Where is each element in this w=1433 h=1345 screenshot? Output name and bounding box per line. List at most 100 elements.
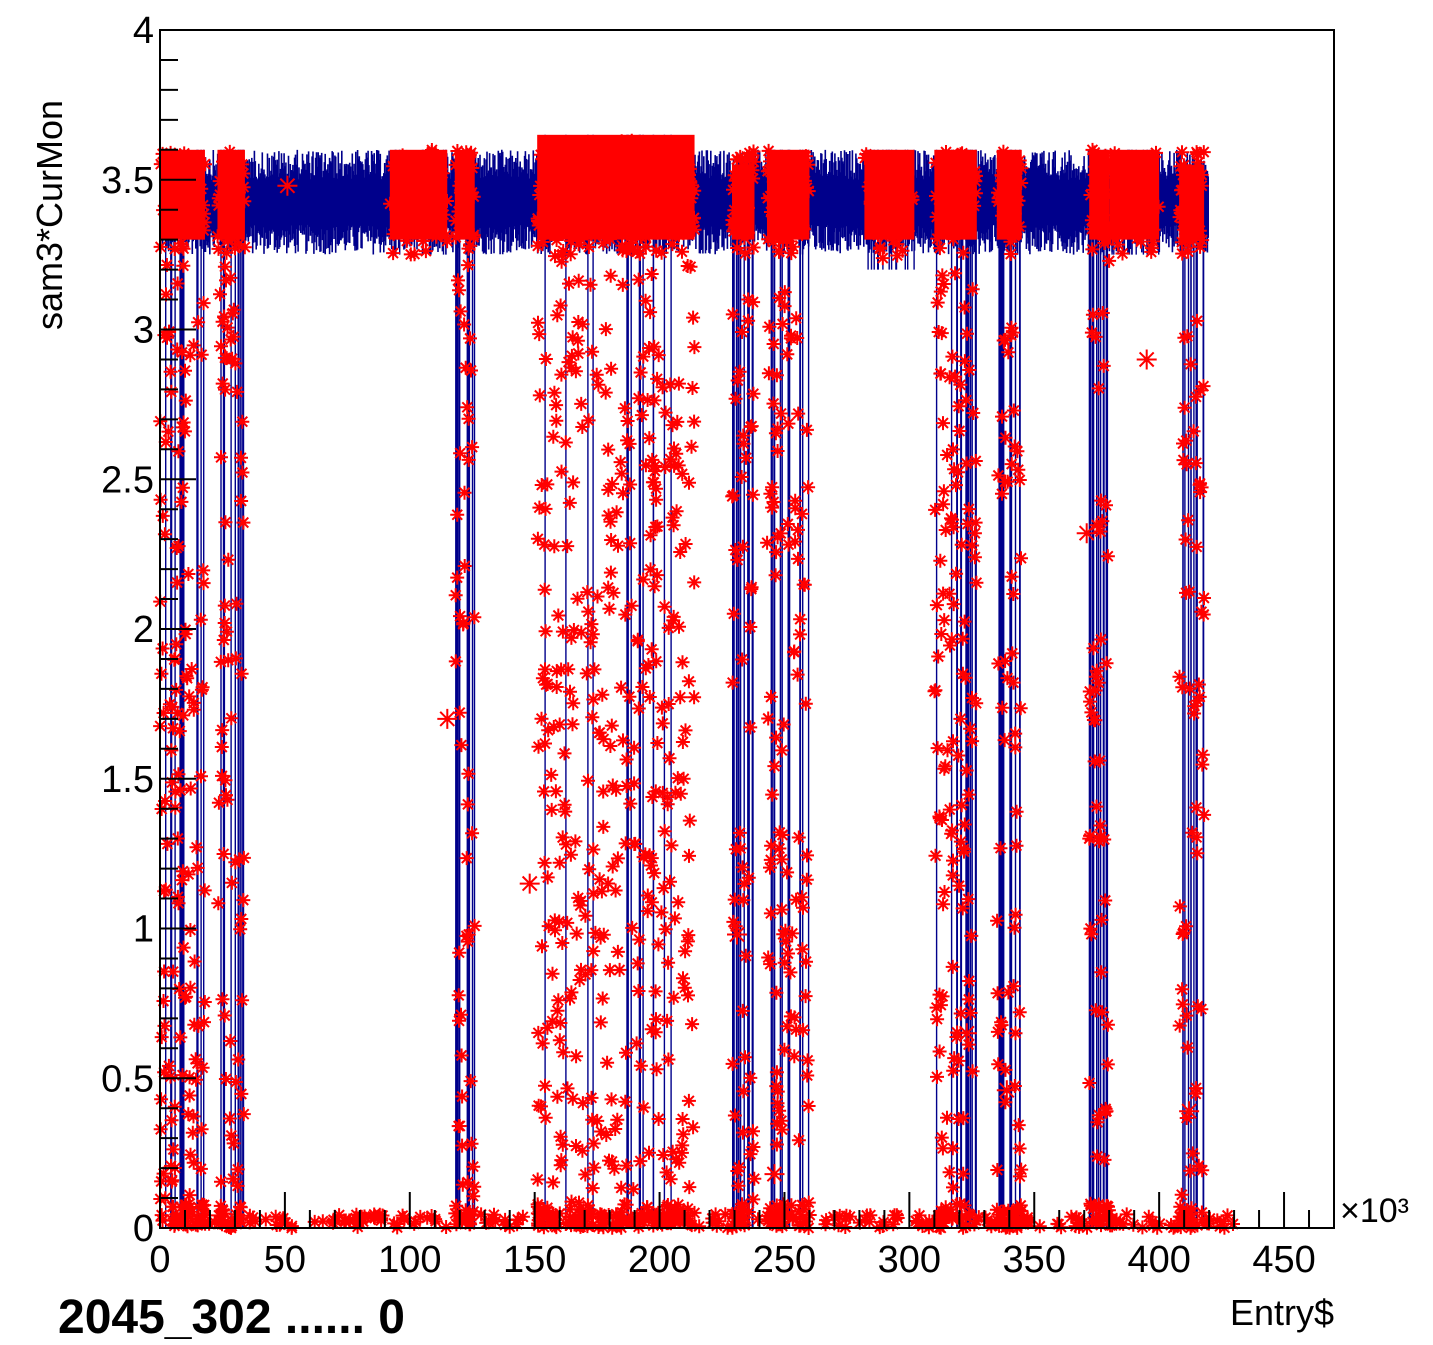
data-point xyxy=(580,585,595,600)
data-point xyxy=(1001,985,1016,1000)
data-point xyxy=(1083,828,1098,843)
data-point xyxy=(619,779,634,793)
data-point xyxy=(1182,584,1197,599)
data-point xyxy=(765,1210,780,1224)
data-point xyxy=(604,718,619,733)
data-point xyxy=(736,428,751,443)
data-point xyxy=(644,642,659,657)
data-point xyxy=(315,1214,330,1229)
data-point xyxy=(953,711,968,726)
data-point xyxy=(932,1044,947,1059)
data-point xyxy=(236,893,251,908)
data-point xyxy=(998,654,1013,668)
data-point xyxy=(746,144,761,159)
data-point xyxy=(165,775,179,790)
data-point xyxy=(682,1180,697,1195)
data-point xyxy=(555,936,570,950)
data-point xyxy=(1176,436,1190,451)
data-point xyxy=(223,270,238,285)
data-point xyxy=(1085,242,1100,257)
data-point xyxy=(181,1107,196,1122)
data-point xyxy=(684,1218,699,1233)
data-point xyxy=(156,706,171,720)
data-point xyxy=(763,1201,778,1216)
data-point xyxy=(604,361,619,376)
data-point xyxy=(636,1100,651,1115)
data-point xyxy=(1012,1141,1027,1156)
data-point xyxy=(965,538,980,553)
data-point xyxy=(474,1207,489,1222)
data-point xyxy=(934,326,949,341)
data-point xyxy=(234,494,249,508)
data-point xyxy=(450,570,465,585)
data-point xyxy=(718,1207,733,1222)
segment-dense-top xyxy=(732,164,755,240)
data-point xyxy=(1069,1210,1084,1225)
data-point xyxy=(774,743,789,758)
data-point xyxy=(608,1122,623,1136)
data-point xyxy=(1091,675,1106,690)
data-point xyxy=(461,258,475,273)
data-point xyxy=(1089,663,1104,678)
data-point xyxy=(452,283,466,298)
data-point xyxy=(173,1030,188,1045)
data-point xyxy=(555,247,570,262)
data-point xyxy=(171,539,186,554)
data-point xyxy=(197,1015,211,1030)
x-axis-title: Entry$ xyxy=(1230,1292,1334,1333)
data-point xyxy=(957,300,972,315)
data-point xyxy=(800,1068,815,1083)
data-point xyxy=(989,1216,1004,1231)
data-point xyxy=(908,1214,923,1228)
data-point xyxy=(936,277,951,291)
data-point xyxy=(957,354,972,369)
data-point xyxy=(182,1200,197,1214)
data-point xyxy=(627,776,642,791)
data-point xyxy=(272,1217,287,1232)
data-point xyxy=(1096,1210,1111,1225)
data-point xyxy=(967,526,982,541)
data-point xyxy=(736,1215,751,1230)
data-point xyxy=(1195,233,1210,248)
data-point xyxy=(765,500,780,515)
data-point xyxy=(604,1092,619,1107)
data-point xyxy=(761,711,776,726)
data-point xyxy=(166,721,180,736)
data-point xyxy=(634,408,649,423)
data-point xyxy=(647,866,662,881)
data-point xyxy=(532,327,547,342)
data-point xyxy=(581,413,596,428)
data-point xyxy=(549,1208,564,1223)
data-point xyxy=(349,1207,364,1222)
data-point xyxy=(959,763,974,778)
data-point xyxy=(276,1211,291,1226)
data-point xyxy=(1004,320,1019,335)
segment-lines xyxy=(455,149,476,1228)
data-point xyxy=(554,464,569,479)
data-point xyxy=(234,912,249,926)
data-point xyxy=(586,1136,601,1151)
data-point xyxy=(548,784,563,799)
data-point xyxy=(452,1013,466,1028)
data-point xyxy=(951,1112,966,1126)
data-point xyxy=(735,539,750,554)
data-point xyxy=(623,236,638,250)
data-point xyxy=(1194,1205,1209,1220)
data-point xyxy=(234,1086,249,1101)
data-point xyxy=(580,1198,595,1213)
data-point xyxy=(685,381,700,395)
data-point xyxy=(556,1045,571,1060)
data-point xyxy=(454,1007,468,1022)
data-point xyxy=(990,986,1005,1001)
data-point xyxy=(564,233,579,248)
data-point xyxy=(632,246,647,261)
data-point xyxy=(788,493,803,508)
data-point xyxy=(572,1217,587,1232)
data-point xyxy=(647,579,662,594)
data-point xyxy=(225,306,240,321)
data-point xyxy=(1099,656,1114,671)
data-point xyxy=(195,1060,210,1075)
data-point xyxy=(1175,982,1190,997)
data-point xyxy=(1093,818,1108,833)
